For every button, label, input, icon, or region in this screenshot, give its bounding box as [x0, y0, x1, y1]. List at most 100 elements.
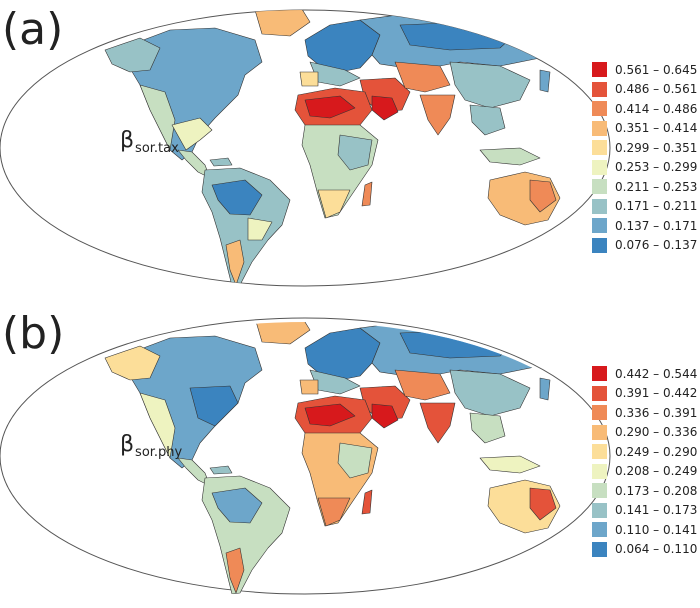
china-b	[449, 369, 531, 417]
legend-swatch	[592, 541, 607, 557]
legend-label: 0.211 – 0.253	[615, 179, 698, 194]
legend-label: 0.076 – 0.137	[615, 238, 698, 253]
greenland-a	[254, 10, 311, 37]
legend-swatch	[592, 385, 607, 401]
legend-row: 0.211 – 0.253	[592, 177, 697, 197]
legend-row: 0.253 – 0.299	[592, 158, 697, 178]
legend-swatch	[592, 444, 607, 460]
india-a	[419, 94, 456, 136]
legend-label: 0.253 – 0.299	[615, 160, 698, 175]
indonesia-a	[479, 147, 541, 166]
world-map-a	[0, 9, 611, 287]
legend-row: 0.486 – 0.561	[592, 80, 697, 100]
australia-east-b	[529, 487, 557, 521]
new-zealand-b	[564, 539, 579, 559]
north-america-east-b	[189, 385, 239, 427]
legend-swatch	[592, 237, 607, 253]
metric-label-b: βsor.phy	[120, 432, 182, 460]
madagascar-b	[361, 489, 373, 515]
china-a	[449, 61, 531, 109]
legend-row: 0.290 – 0.336	[592, 423, 697, 443]
iberia-a	[299, 71, 319, 87]
europe-b	[304, 327, 381, 381]
metric-symbol-b: β	[120, 432, 135, 457]
amazon-a	[211, 179, 263, 216]
panel-a: (a)	[0, 4, 697, 287]
legend-row: 0.137 – 0.171	[592, 216, 697, 236]
legend-swatch	[592, 140, 607, 156]
japan-a	[539, 69, 551, 93]
legend-a: 0.561 – 0.645 0.486 – 0.561 0.414 – 0.48…	[592, 60, 697, 255]
india-b	[419, 402, 456, 444]
europe-a	[304, 19, 381, 73]
metric-label-a: βsor.tax	[120, 128, 179, 156]
legend-swatch	[592, 405, 607, 421]
africa-south-a	[317, 189, 351, 219]
panel-label-b: (b)	[2, 308, 65, 359]
legend-row: 0.076 – 0.137	[592, 236, 697, 256]
legend-label: 0.141 – 0.173	[615, 503, 698, 518]
legend-row: 0.249 – 0.290	[592, 442, 697, 462]
asia-siberia-a	[399, 21, 521, 51]
legend-label: 0.391 – 0.442	[615, 386, 698, 401]
legend-row: 0.141 – 0.173	[592, 501, 697, 521]
legend-label: 0.171 – 0.211	[615, 199, 698, 214]
legend-label: 0.137 – 0.171	[615, 218, 698, 233]
legend-swatch	[592, 120, 607, 136]
legend-label: 0.299 – 0.351	[615, 140, 698, 155]
legend-swatch	[592, 81, 607, 97]
iberia-b	[299, 379, 319, 395]
legend-row: 0.208 – 0.249	[592, 462, 697, 482]
metric-subscript-b: sor.phy	[135, 445, 183, 460]
legend-label: 0.110 – 0.141	[615, 522, 698, 537]
greenland-b	[254, 322, 311, 345]
legend-row: 0.299 – 0.351	[592, 138, 697, 158]
legend-row: 0.064 – 0.110	[592, 540, 697, 560]
caribbean-a	[209, 157, 233, 167]
panel-b: (b)	[0, 304, 700, 608]
africa-east-a	[337, 134, 373, 171]
alaska-canada-b	[104, 345, 161, 381]
metric-subscript-a: sor.tax	[135, 141, 179, 156]
legend-row: 0.351 – 0.414	[592, 119, 697, 139]
indonesia-b	[479, 455, 541, 474]
alaska-canada-a	[104, 37, 161, 73]
north-america-south-a	[171, 117, 213, 151]
legend-swatch	[592, 101, 607, 117]
se-asia-b	[469, 412, 506, 444]
amazon-b	[211, 487, 263, 524]
legend-b: 0.442 – 0.544 0.391 – 0.442 0.336 – 0.39…	[592, 364, 697, 559]
legend-label: 0.414 – 0.486	[615, 101, 698, 116]
legend-swatch	[592, 218, 607, 234]
legend-label: 0.351 – 0.414	[615, 121, 698, 136]
world-map-b	[0, 317, 611, 595]
legend-swatch	[592, 62, 607, 78]
africa-east-b	[337, 442, 373, 479]
north-america-west-a	[139, 84, 176, 151]
japan-b	[539, 377, 551, 401]
legend-label: 0.486 – 0.561	[615, 82, 698, 97]
legend-label: 0.173 – 0.208	[615, 483, 698, 498]
legend-swatch	[592, 366, 607, 382]
metric-symbol-a: β	[120, 128, 135, 153]
sahara-a	[304, 95, 356, 119]
legend-swatch	[592, 159, 607, 175]
legend-label: 0.290 – 0.336	[615, 425, 698, 440]
legend-label: 0.442 – 0.544	[615, 366, 698, 381]
panel-label-a: (a)	[2, 4, 64, 55]
legend-swatch	[592, 522, 607, 538]
central-asia-b	[394, 369, 451, 401]
sahara-b	[304, 403, 356, 427]
legend-swatch	[592, 424, 607, 440]
legend-row: 0.110 – 0.141	[592, 520, 697, 540]
north-america-west-b	[139, 392, 176, 459]
legend-row: 0.414 – 0.486	[592, 99, 697, 119]
legend-label: 0.336 – 0.391	[615, 405, 698, 420]
legend-row: 0.391 – 0.442	[592, 384, 697, 404]
se-asia-a	[469, 104, 506, 136]
arabia-b	[371, 403, 399, 429]
legend-label: 0.064 – 0.110	[615, 542, 698, 557]
legend-label: 0.249 – 0.290	[615, 444, 698, 459]
legend-row: 0.561 – 0.645	[592, 60, 697, 80]
arabia-a	[371, 95, 399, 121]
